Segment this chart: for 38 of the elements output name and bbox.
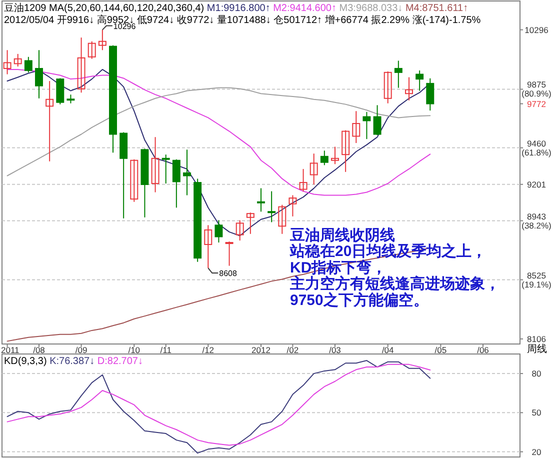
line-series — [6, 87, 431, 176]
x-tick-label: /11 — [160, 345, 172, 355]
y-tick-label: 8943 (38.2%) — [522, 211, 552, 230]
x-tick-label: /02 — [286, 345, 299, 355]
x-tick-label: /09 — [75, 345, 88, 355]
y-tick-label: 80 — [532, 368, 542, 379]
series-label: K:76.387↓ — [46, 356, 95, 367]
y-tick-label: 9875 (80.9%) — [522, 80, 552, 99]
x-tick-label: 2012 — [252, 345, 271, 355]
annotation: 9750之下方能偏空。 — [290, 290, 428, 309]
x-tick-label: /08 — [33, 345, 46, 355]
chart-title: 豆油1209 MA(5,20,60,144,60,120,240,360,4) — [4, 2, 204, 14]
x-tick-label: 2011 — [1, 345, 20, 355]
y-tick-label: 10296 — [524, 24, 549, 35]
text: M1:9916.800↑ — [204, 3, 270, 14]
x-tick-label: /06 — [477, 345, 490, 355]
x-tick-label: /04 — [382, 345, 394, 355]
annotation: 10296 — [113, 22, 136, 31]
text: M4:8751.611↑ — [402, 3, 468, 14]
y-tick-label: 9201 — [527, 179, 546, 190]
x-tick-label: /12 — [202, 345, 214, 355]
y-tick-label: 8525 (19.1%) — [522, 270, 552, 290]
y-tick-label: 20 — [532, 446, 542, 457]
x-tick-label: /05 — [434, 345, 447, 355]
annotation: 8608 — [219, 269, 238, 278]
x-tick-label: /03 — [329, 345, 342, 355]
annotation: 豆油周线收阴线 — [289, 227, 395, 244]
chart-title: KD(9,3,3) — [4, 356, 47, 367]
text: 周线 — [527, 343, 547, 355]
text: M2:9414.600↑ — [270, 3, 336, 14]
text: M3:9688.033↓ — [336, 3, 403, 14]
y-tick-label: 8106 — [527, 334, 546, 344]
x-tick-label: /10 — [128, 345, 140, 355]
y-tick-label: 9772 — [527, 98, 546, 109]
y-tick-label: 9460 (61.8%) — [522, 138, 552, 158]
annotation: 主力空方有短线逢高进场迹象， — [289, 274, 500, 293]
y-tick-label: 50 — [532, 408, 542, 418]
text: D:82.707↓ — [94, 356, 143, 367]
